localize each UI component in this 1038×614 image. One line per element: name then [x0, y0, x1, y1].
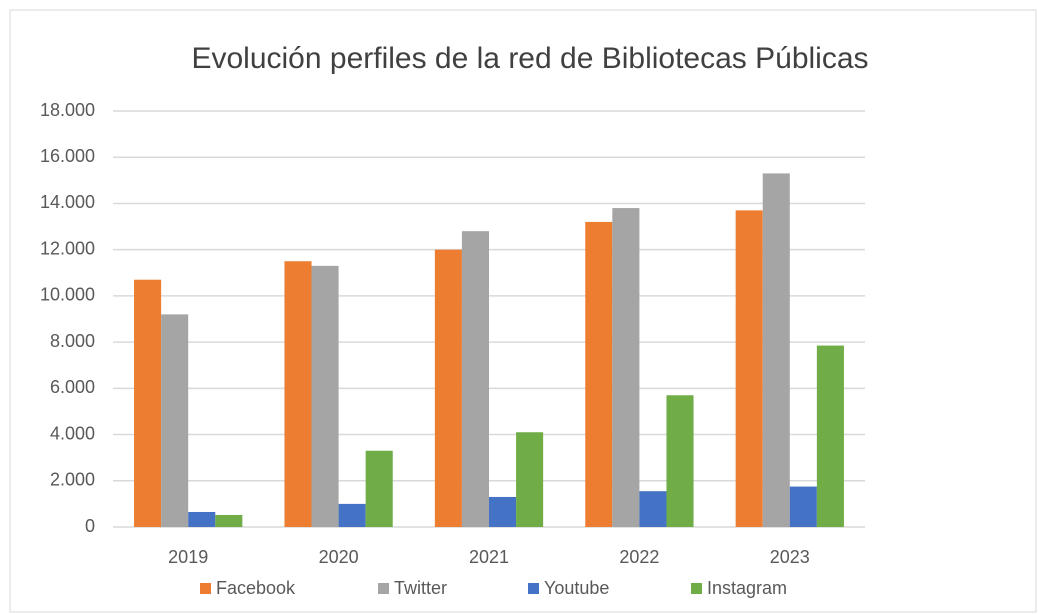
x-tick-label: 2019: [168, 547, 208, 567]
y-tick-label: 10.000: [40, 285, 95, 305]
bar: [188, 511, 216, 527]
y-tick-label: 4.000: [50, 423, 95, 443]
bar: [762, 173, 790, 527]
legend-label: Instagram: [707, 578, 787, 598]
bar: [311, 265, 339, 527]
bar: [338, 503, 366, 527]
bar: [585, 221, 613, 527]
bar: [215, 514, 243, 527]
y-tick-label: 12.000: [40, 238, 95, 258]
bar: [612, 208, 640, 528]
x-tick-label: 2021: [469, 547, 509, 567]
y-tick-label: 0: [85, 516, 95, 536]
y-tick-label: 18.000: [40, 100, 95, 120]
bar: [666, 395, 694, 527]
bar: [639, 491, 667, 527]
y-tick-label: 16.000: [40, 146, 95, 166]
legend-label: Youtube: [544, 578, 609, 598]
bar: [365, 450, 393, 527]
x-tick-label: 2023: [770, 547, 810, 567]
bar: [489, 496, 517, 527]
bar: [789, 486, 817, 527]
legend-swatch: [200, 583, 211, 594]
bar: [516, 432, 544, 527]
y-tick-label: 2.000: [50, 470, 95, 490]
legend-swatch: [378, 583, 389, 594]
legend-swatch: [691, 583, 702, 594]
bar: [284, 261, 312, 527]
bar: [735, 210, 763, 527]
bar: [816, 345, 844, 527]
bar: [161, 314, 189, 527]
legend-swatch: [528, 583, 539, 594]
bar: [134, 279, 162, 527]
y-tick-label: 8.000: [50, 331, 95, 351]
x-tick-label: 2020: [319, 547, 359, 567]
legend-label: Facebook: [216, 578, 296, 598]
bar: [461, 231, 489, 527]
x-tick-label: 2022: [619, 547, 659, 567]
y-tick-label: 6.000: [50, 377, 95, 397]
chart-title: Evolución perfiles de la red de Bibliote…: [191, 42, 868, 75]
bar: [434, 249, 462, 527]
y-tick-label: 14.000: [40, 192, 95, 212]
legend-label: Twitter: [394, 578, 447, 598]
